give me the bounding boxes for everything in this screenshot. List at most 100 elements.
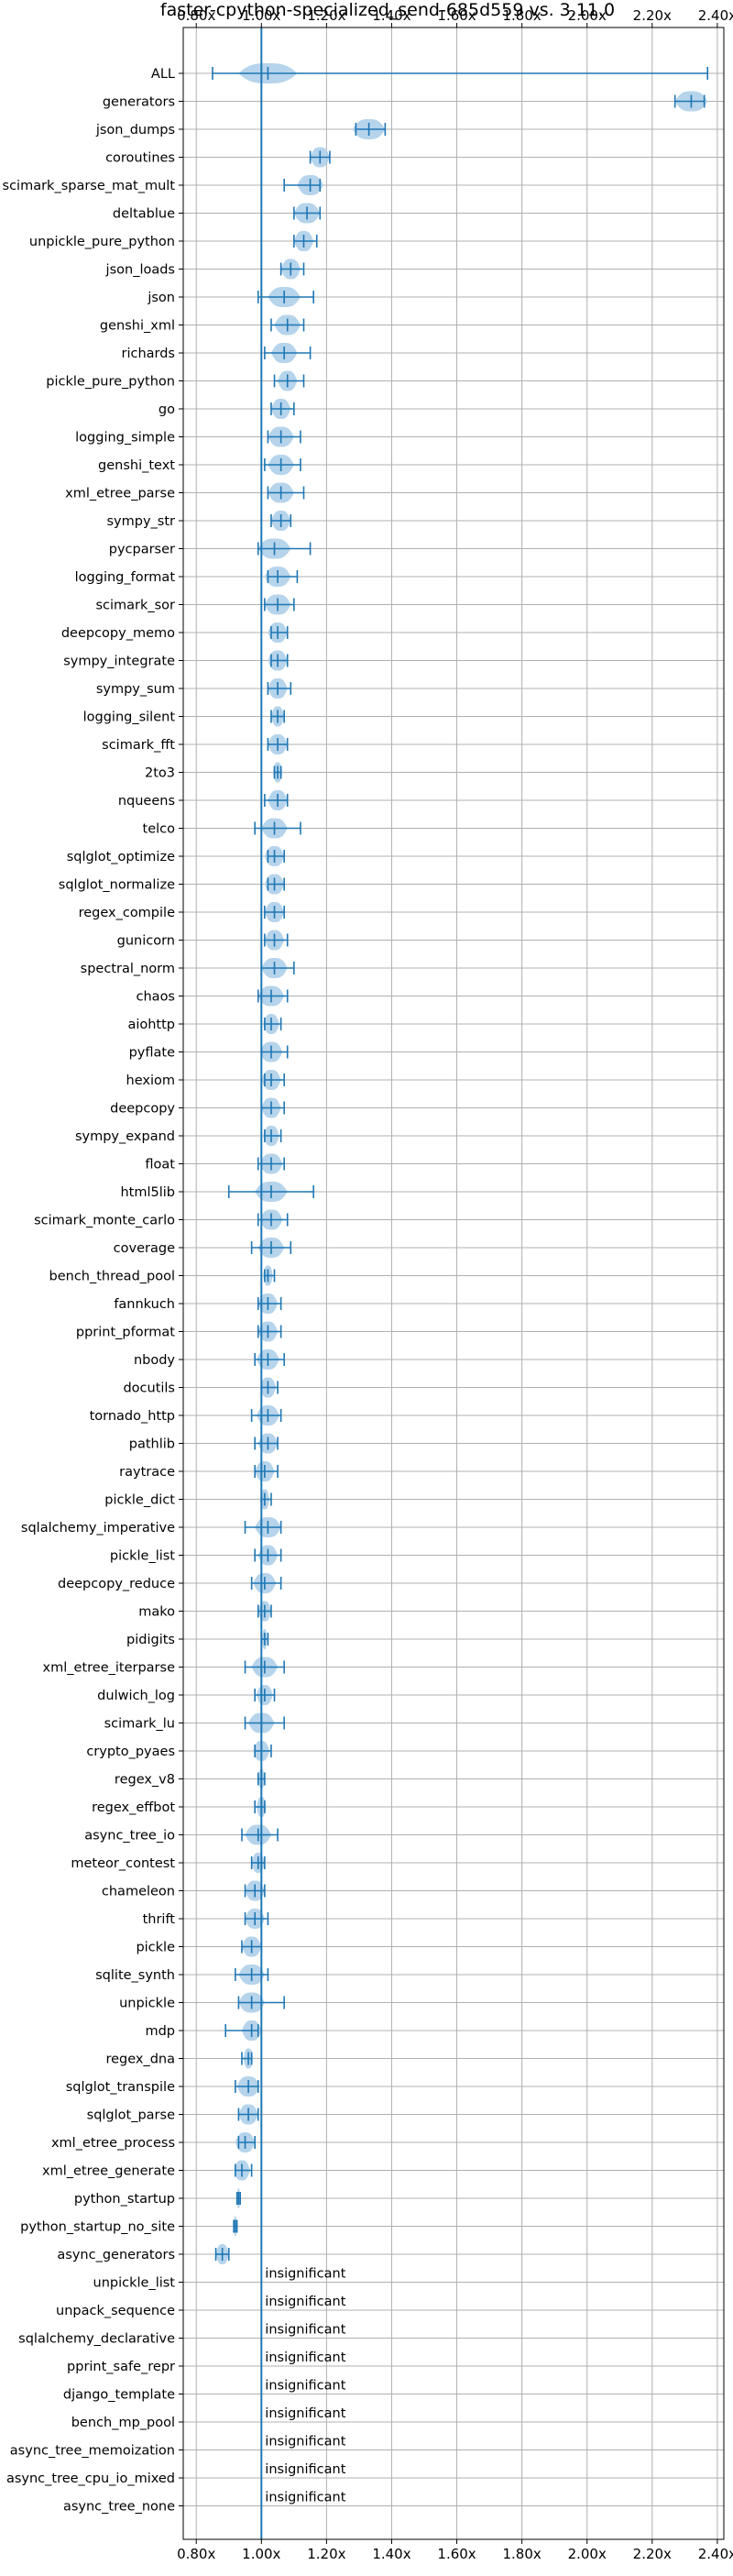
benchmark-mark: [254, 1433, 279, 1454]
y-tick-label: sqlite_synth: [95, 1968, 175, 1983]
y-tick-label: docutils: [123, 1382, 175, 1396]
benchmark-mark: [250, 1573, 282, 1593]
y-tick-label: richards: [121, 347, 175, 361]
y-tick-label: unpickle_list: [93, 2276, 176, 2291]
y-tick-label: sqlglot_optimize: [67, 850, 175, 864]
x-axis-bottom: 0.80x 1.00x 1.20x 1.40x 1.60x 1.80x 2.00x 2.20x…: [177, 2539, 733, 2562]
benchmark-mark: [244, 1909, 269, 1929]
benchmark-mark: [264, 594, 295, 615]
benchmark-mark: [264, 455, 301, 475]
x-tick-label-bottom: 0.80x: [177, 2546, 215, 2562]
benchmark-mark: [254, 1461, 279, 1481]
y-tick-label: deepcopy_reduce: [58, 1577, 175, 1591]
benchmark-mark: [254, 818, 301, 839]
y-tick-label: mako: [138, 1605, 175, 1620]
x-tick-label-bottom: 1.20x: [307, 2546, 345, 2562]
benchmark-mark: [250, 1405, 282, 1426]
benchmark-mark: [293, 203, 322, 224]
y-tick-label: aiohttp: [127, 1018, 175, 1032]
y-tick-label: unpickle_pure_python: [29, 235, 175, 249]
y-tick-label: pathlib: [129, 1437, 175, 1452]
benchmark-mark: [263, 1126, 282, 1146]
y-tick-label: fannkuch: [114, 1297, 175, 1312]
y-tick-label: go: [159, 402, 175, 417]
y-tick-label: ALL: [151, 67, 175, 82]
benchmark-mark: [235, 1965, 269, 1985]
y-tick-label: gunicorn: [117, 934, 175, 949]
y-tick-label: sympy_sum: [96, 682, 175, 697]
y-tick-label: sympy_expand: [75, 1129, 175, 1144]
y-tick-label: pickle_list: [110, 1549, 175, 1564]
benchmark-mark: [267, 482, 305, 503]
benchmark-mark: [224, 2020, 262, 2041]
y-tick-label: logging_silent: [83, 710, 176, 725]
y-tick-label: unpickle: [119, 1997, 175, 2011]
benchmark-mark: [264, 343, 312, 363]
benchmark-mark: [214, 2244, 230, 2264]
y-tick-label: logging_format: [75, 570, 176, 585]
benchmark-mark: [259, 1377, 279, 1398]
benchmark-mark: [257, 985, 289, 1007]
y-tick-label: xml_etree_parse: [65, 487, 175, 501]
y-tick-label: xml_etree_iterparse: [43, 1661, 176, 1676]
benchmark-mark: [212, 63, 709, 83]
benchmark-mark: [272, 762, 283, 783]
benchmark-mark: [267, 426, 301, 447]
x-tick-label-top: 1.80x: [502, 7, 541, 24]
y-tick-label: json_loads: [105, 263, 175, 278]
y-tick-label: tornado_http: [90, 1409, 175, 1424]
x-tick-label-bottom: 2.40x: [698, 2546, 733, 2562]
insignificant-label: insignificant: [265, 2323, 345, 2338]
benchmark-mark: [264, 790, 289, 810]
benchmark-mark: [270, 314, 305, 336]
y-axis: ALL generators json_dumps coroutines scimark…: [3, 67, 183, 2515]
benchmark-mark: [235, 2188, 241, 2208]
y-tick-label: async_tree_cpu_io_mixed: [6, 2471, 175, 2486]
y-tick-label: telco: [143, 822, 176, 837]
y-tick-label: async_tree_none: [63, 2500, 175, 2515]
benchmark-mark: [268, 650, 289, 671]
violin-series: insignificant insignificant insignificant i…: [212, 63, 709, 2505]
benchmark-mark: [352, 119, 387, 139]
x-tick-label-bottom: 1.00x: [242, 2546, 280, 2562]
x-tick-label-bottom: 2.20x: [633, 2546, 672, 2562]
benchmark-mark: [279, 259, 305, 280]
benchmark-mark: [264, 930, 289, 951]
x-tick-label-bottom: 2.00x: [568, 2546, 607, 2562]
y-tick-label: scimark_sor: [95, 599, 175, 613]
y-tick-label: 2to3: [145, 766, 175, 781]
x-tick-label-top: 2.00x: [568, 7, 607, 24]
benchmark-mark: [257, 538, 312, 559]
y-tick-label: scimark_monte_carlo: [34, 1214, 175, 1228]
y-tick-label: pickle: [136, 1941, 175, 1955]
y-tick-label: regex_v8: [115, 1773, 175, 1788]
y-tick-label: xml_etree_process: [51, 2136, 175, 2151]
benchmark-mark: [260, 958, 295, 978]
benchmark-mark: [270, 399, 295, 419]
insignificant-label: insignificant: [265, 2379, 345, 2394]
y-tick-label: scimark_fft: [102, 738, 175, 753]
y-tick-label: sqlglot_transpile: [66, 2080, 175, 2095]
insignificant-label: insignificant: [265, 2406, 345, 2421]
x-axis-top: 0.80x 1.00x 1.20x 1.40x 1.60x 1.80x 2.00x 2.20x…: [177, 7, 733, 28]
insignificant-label: insignificant: [265, 2267, 345, 2282]
insignificant-label: insignificant: [265, 2350, 345, 2365]
x-tick-label-bottom: 1.60x: [437, 2546, 476, 2562]
x-tick-label-top: 2.20x: [633, 7, 672, 24]
y-tick-label: html5lib: [120, 1185, 175, 1200]
benchmark-mark: [244, 1517, 282, 1537]
y-tick-label: pickle_pure_python: [46, 375, 175, 390]
insignificant-label: insignificant: [265, 2491, 345, 2505]
y-tick-label: generators: [103, 95, 175, 110]
y-tick-label: pyflate: [129, 1046, 175, 1061]
y-tick-label: scimark_lu: [104, 1717, 175, 1732]
y-tick-label: deepcopy_memo: [61, 626, 175, 641]
benchmark-mark: [257, 1209, 289, 1230]
y-tick-label: hexiom: [126, 1073, 175, 1088]
benchmark-mark: [260, 1097, 285, 1118]
benchmark-mark: [244, 1712, 285, 1734]
benchmark-mark: [261, 1070, 285, 1090]
y-tick-label: async_tree_memoization: [10, 2444, 175, 2459]
benchmark-mark: [270, 706, 285, 727]
